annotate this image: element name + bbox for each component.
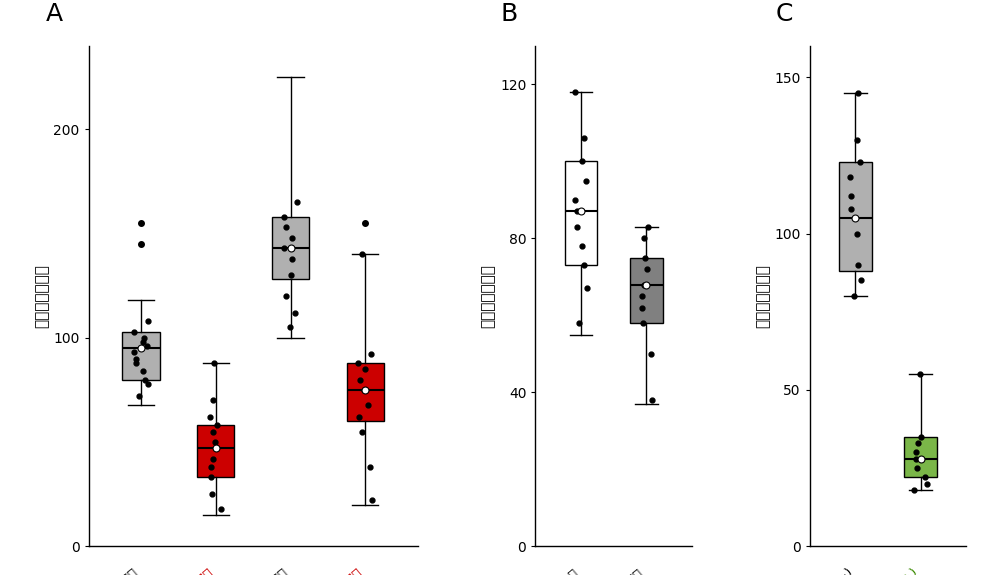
- Text: TRPV4欠損マウス: TRPV4欠損マウス: [294, 566, 365, 575]
- Bar: [630, 258, 663, 323]
- Bar: [904, 437, 937, 477]
- Text: メントール（−）: メントール（−）: [522, 566, 581, 575]
- Text: 正常なマウス: 正常なマウス: [246, 566, 291, 575]
- Text: メントール（＋）: メントール（＋）: [589, 566, 646, 575]
- Text: C: C: [775, 2, 793, 26]
- Y-axis label: 発汗スポット数: 発汗スポット数: [755, 264, 770, 328]
- Text: B: B: [501, 2, 518, 26]
- Text: Ani9 (+): Ani9 (+): [870, 566, 921, 575]
- Y-axis label: 発汗スポット数: 発汗スポット数: [481, 264, 496, 328]
- Y-axis label: 発汗スポット数: 発汗スポット数: [35, 264, 49, 328]
- Text: Ani9 (−): Ani9 (−): [805, 566, 855, 575]
- Bar: [565, 162, 598, 265]
- Text: TRPV4欠損マウス: TRPV4欠損マウス: [144, 566, 216, 575]
- Bar: [122, 332, 160, 380]
- Text: 正常なマウス: 正常なマウス: [96, 566, 141, 575]
- Bar: [197, 426, 235, 477]
- Bar: [272, 217, 310, 279]
- Text: A: A: [46, 2, 63, 26]
- Bar: [347, 363, 384, 421]
- Bar: [839, 162, 872, 271]
